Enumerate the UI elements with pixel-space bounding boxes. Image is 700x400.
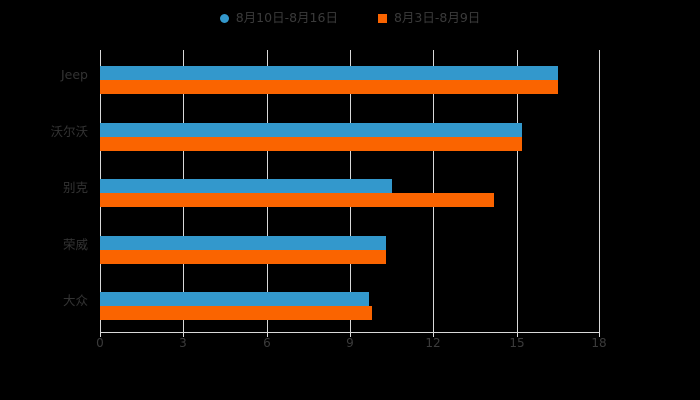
legend-label-series-0: 8月10日-8月16日 bbox=[235, 10, 338, 25]
x-tick-label-18: 18 bbox=[591, 336, 607, 350]
chart-legend: 8月10日-8月16日 8月3日-8月9日 bbox=[0, 10, 700, 25]
legend-item-series-0[interactable]: 8月10日-8月16日 bbox=[219, 10, 338, 25]
bar-series-1-category-3[interactable] bbox=[100, 250, 387, 264]
x-tick-label-15: 15 bbox=[509, 336, 525, 350]
x-tick-mark-3 bbox=[183, 333, 184, 337]
legend-label-series-1: 8月3日-8月9日 bbox=[393, 10, 481, 25]
bar-series-0-category-4[interactable] bbox=[100, 292, 370, 306]
x-tick-mark-9 bbox=[350, 333, 351, 337]
x-tick-label-12: 12 bbox=[425, 336, 441, 350]
bar-series-0-category-1[interactable] bbox=[100, 123, 523, 137]
x-tick-mark-12 bbox=[433, 333, 434, 337]
bar-series-0-category-3[interactable] bbox=[100, 236, 387, 250]
y-axis-label-0: Jeep bbox=[60, 67, 88, 82]
x-tick-label-0: 0 bbox=[96, 336, 104, 350]
gridline-18 bbox=[599, 50, 600, 333]
legend-square-marker-icon bbox=[377, 13, 387, 23]
gridline-15 bbox=[517, 50, 518, 333]
x-tick-mark-0 bbox=[100, 333, 101, 337]
bar-series-0-category-0[interactable] bbox=[100, 66, 559, 80]
y-axis-label-1: 沃尔沃 bbox=[50, 124, 88, 139]
y-axis-label-4: 大众 bbox=[62, 293, 88, 308]
x-tick-label-9: 9 bbox=[346, 336, 354, 350]
bar-series-1-category-4[interactable] bbox=[100, 306, 373, 320]
bar-series-0-category-2[interactable] bbox=[100, 179, 392, 193]
bar-series-1-category-0[interactable] bbox=[100, 80, 559, 94]
x-axis-line bbox=[100, 332, 600, 333]
x-tick-label-3: 3 bbox=[179, 336, 187, 350]
y-axis-label-3: 荣威 bbox=[62, 237, 88, 252]
x-tick-mark-15 bbox=[517, 333, 518, 337]
bar-series-1-category-2[interactable] bbox=[100, 193, 495, 207]
legend-circle-marker-icon bbox=[219, 13, 229, 23]
x-tick-mark-6 bbox=[267, 333, 268, 337]
x-tick-label-6: 6 bbox=[263, 336, 271, 350]
gridline-12 bbox=[433, 50, 434, 333]
legend-item-series-1[interactable]: 8月3日-8月9日 bbox=[377, 10, 481, 25]
x-tick-mark-18 bbox=[599, 333, 600, 337]
y-axis-label-2: 别克 bbox=[62, 180, 88, 195]
bar-series-1-category-1[interactable] bbox=[100, 137, 523, 151]
plot-area bbox=[100, 50, 600, 333]
